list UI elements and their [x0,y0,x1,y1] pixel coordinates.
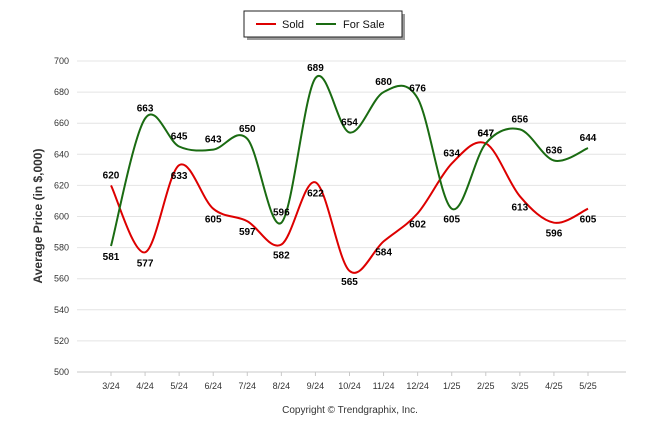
sold-data-label: 605 [205,215,222,226]
x-tick-label: 9/24 [307,381,325,391]
grid [77,60,626,373]
sold-data-label: 597 [239,227,256,238]
x-tick-label: 6/24 [204,381,222,391]
legend-for-sale-label: For Sale [343,19,385,31]
y-tick-label: 600 [54,212,69,222]
y-tick-label: 660 [54,118,69,128]
sold-data-label: 577 [137,258,154,269]
sold-data-label: 634 [443,149,460,160]
for-sale-data-label: 650 [239,124,256,135]
y-tick-label: 560 [54,274,69,284]
y-tick-label: 620 [54,180,69,190]
y-tick-label: 500 [54,367,69,377]
for-sale-data-label: 680 [375,77,392,88]
y-tick-label: 580 [54,243,69,253]
x-tick-label: 7/24 [239,381,257,391]
x-tick-label: 4/25 [545,381,563,391]
y-axis-title: Average Price (in $,000) [31,149,45,284]
x-tick-label: 2/25 [477,381,495,391]
legend: Sold For Sale [243,10,405,40]
y-tick-label: 700 [54,56,69,66]
for-sale-data-label: 676 [409,83,426,94]
data-labels: 620 577 633 605 597 582 622 565 584 602 634 647 613 5… [103,63,597,288]
for-sale-data-label: 596 [273,208,290,219]
y-tick-label: 640 [54,149,69,159]
for-sale-data-label: 656 [512,114,529,125]
sold-data-label: 602 [409,219,426,230]
sold-data-label: 633 [171,171,188,182]
for-sale-data-label: 663 [137,104,154,115]
for-sale-data-label: 644 [580,133,597,144]
for-sale-data-label: 643 [205,135,222,146]
sold-data-label: 582 [273,250,290,261]
series-lines [110,74,589,274]
for-sale-data-label: 581 [103,252,120,263]
for-sale-data-label: 605 [443,215,460,226]
sold-data-label: 620 [103,170,120,181]
x-tick-label: 4/24 [136,381,154,391]
sold-data-label: 622 [307,188,324,199]
sold-data-label: 605 [580,215,597,226]
x-tick-label: 5/24 [170,381,188,391]
sold-data-label: 596 [546,229,563,240]
for-sale-line [110,74,589,247]
for-sale-data-label: 654 [341,118,358,129]
sold-line [110,141,589,274]
sold-data-label: 584 [375,247,392,258]
y-axis-ticks: 500 520 540 560 580 600 620 640 660 680 700 [54,56,69,377]
x-tick-label: 1/25 [443,381,461,391]
for-sale-data-label: 689 [307,63,324,74]
sold-data-label: 613 [512,202,529,213]
y-tick-label: 520 [54,336,69,346]
sold-data-label: 647 [477,128,494,139]
for-sale-data-label: 645 [171,132,188,143]
copyright-text: Copyright © Trendgraphix, Inc. [282,405,418,416]
y-tick-label: 680 [54,87,69,97]
x-tick-label: 3/25 [511,381,529,391]
x-axis-ticks: 3/24 4/24 5/24 6/24 7/24 8/24 9/24 10/24 11/24 12… [102,372,597,391]
sold-data-label: 565 [341,277,358,288]
for-sale-data-label: 636 [546,146,563,157]
y-tick-label: 540 [54,305,69,315]
for-sale-data-label: 647 [477,128,494,139]
x-tick-label: 8/24 [273,381,291,391]
legend-sold-label: Sold [282,19,304,31]
x-tick-label: 5/25 [579,381,597,391]
x-tick-label: 3/24 [102,381,120,391]
x-tick-label: 11/24 [373,381,395,391]
x-tick-label: 12/24 [406,381,429,391]
x-tick-label: 10/24 [338,381,361,391]
